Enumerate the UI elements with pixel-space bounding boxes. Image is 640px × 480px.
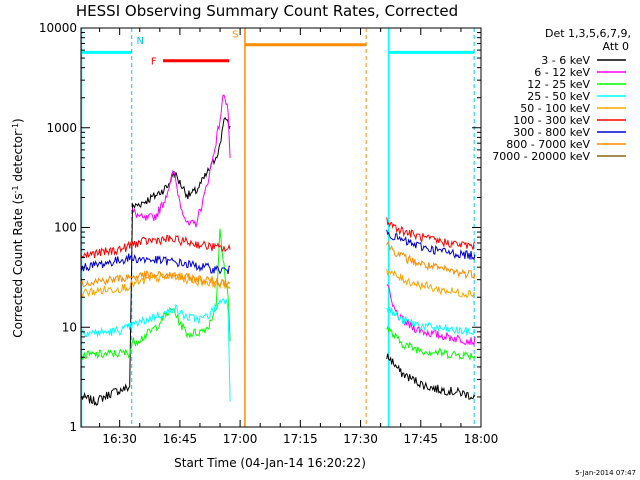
x-axis-label: Start Time (04-Jan-14 16:20:22) xyxy=(174,456,366,470)
x-tick-label-4: 17:30 xyxy=(343,432,378,446)
legend-label-7: 800 - 7000 keV xyxy=(506,138,590,151)
series-line-1-seg1 xyxy=(132,94,231,228)
x-tick-label-6: 18:00 xyxy=(464,432,499,446)
series-line-6-seg2 xyxy=(386,229,476,261)
y-tick-label-1: 10 xyxy=(62,320,77,334)
x-tick-label-2: 17:00 xyxy=(223,432,258,446)
series-line-1-seg2 xyxy=(386,284,476,347)
chart-title: HESSI Observing Summary Count Rates, Cor… xyxy=(76,2,458,20)
legend-label-4: 50 - 100 keV xyxy=(520,102,590,115)
series-line-2-seg2 xyxy=(386,325,476,361)
y-tick-label-4: 10000 xyxy=(39,21,77,35)
series-line-7-seg2 xyxy=(386,240,476,280)
plot-area: NF S xyxy=(80,28,476,427)
x-tick-label-1: 16:45 xyxy=(163,432,198,446)
series-line-0-seg2 xyxy=(386,353,476,400)
y-tick-label-0: 1 xyxy=(69,420,77,434)
y-axis-label-end: ) xyxy=(11,118,25,123)
flag-label-n: N xyxy=(137,36,144,47)
legend-label-2: 12 - 25 keV xyxy=(527,78,590,91)
legend-label-1: 6 - 12 keV xyxy=(534,66,590,79)
x-tick-label-0: 16:30 xyxy=(102,432,137,446)
axis-ticks: 16:30 16:45 17:00 17:15 17:30 17:45 18:00 1 10 10… xyxy=(39,21,498,446)
y-axis-label-exp2: -1 xyxy=(11,123,20,131)
series-line-4-seg2 xyxy=(386,268,476,299)
series-line-3-seg2 xyxy=(386,307,476,336)
legend-label-0: 3 - 6 keV xyxy=(541,54,590,67)
x-tick-label-5: 17:45 xyxy=(403,432,438,446)
x-tick-label-3: 17:15 xyxy=(283,432,318,446)
y-axis-label-main: Corrected Count Rate (s xyxy=(11,193,25,337)
series-line-7-seg1 xyxy=(81,269,231,288)
y-tick-label-2: 100 xyxy=(54,221,77,235)
series-line-0-seg1 xyxy=(81,116,231,407)
y-axis-label-mid: detector xyxy=(11,131,25,186)
series-line-2-seg1 xyxy=(81,228,231,361)
flag-label-s: S xyxy=(232,30,238,41)
legend-header-attenuator: Att 0 xyxy=(603,40,629,53)
y-tick-label-3: 1000 xyxy=(46,121,77,135)
legend-label-6: 300 - 800 keV xyxy=(513,126,590,139)
legend-header-detectors: Det 1,3,5,6,7,9, xyxy=(545,27,631,40)
legend-label-8: 7000 - 20000 keV xyxy=(492,150,590,163)
legend-label-5: 100 - 300 keV xyxy=(513,114,590,127)
series-line-6-seg1 xyxy=(81,253,231,275)
legend-label-3: 25 - 50 keV xyxy=(527,90,590,103)
flag-label-f: F xyxy=(151,57,157,68)
series-line-5-seg1 xyxy=(81,234,231,259)
series-line-5-seg2 xyxy=(386,217,476,250)
plot-frame xyxy=(80,27,482,428)
series-line-3-seg1 xyxy=(81,297,231,402)
footer-date: 5-Jan-2014 07:47 xyxy=(575,469,636,477)
y-axis-label: Corrected Count Rate (s-1 detector-1) xyxy=(11,118,25,337)
y-axis-label-exp1: -1 xyxy=(11,185,20,193)
